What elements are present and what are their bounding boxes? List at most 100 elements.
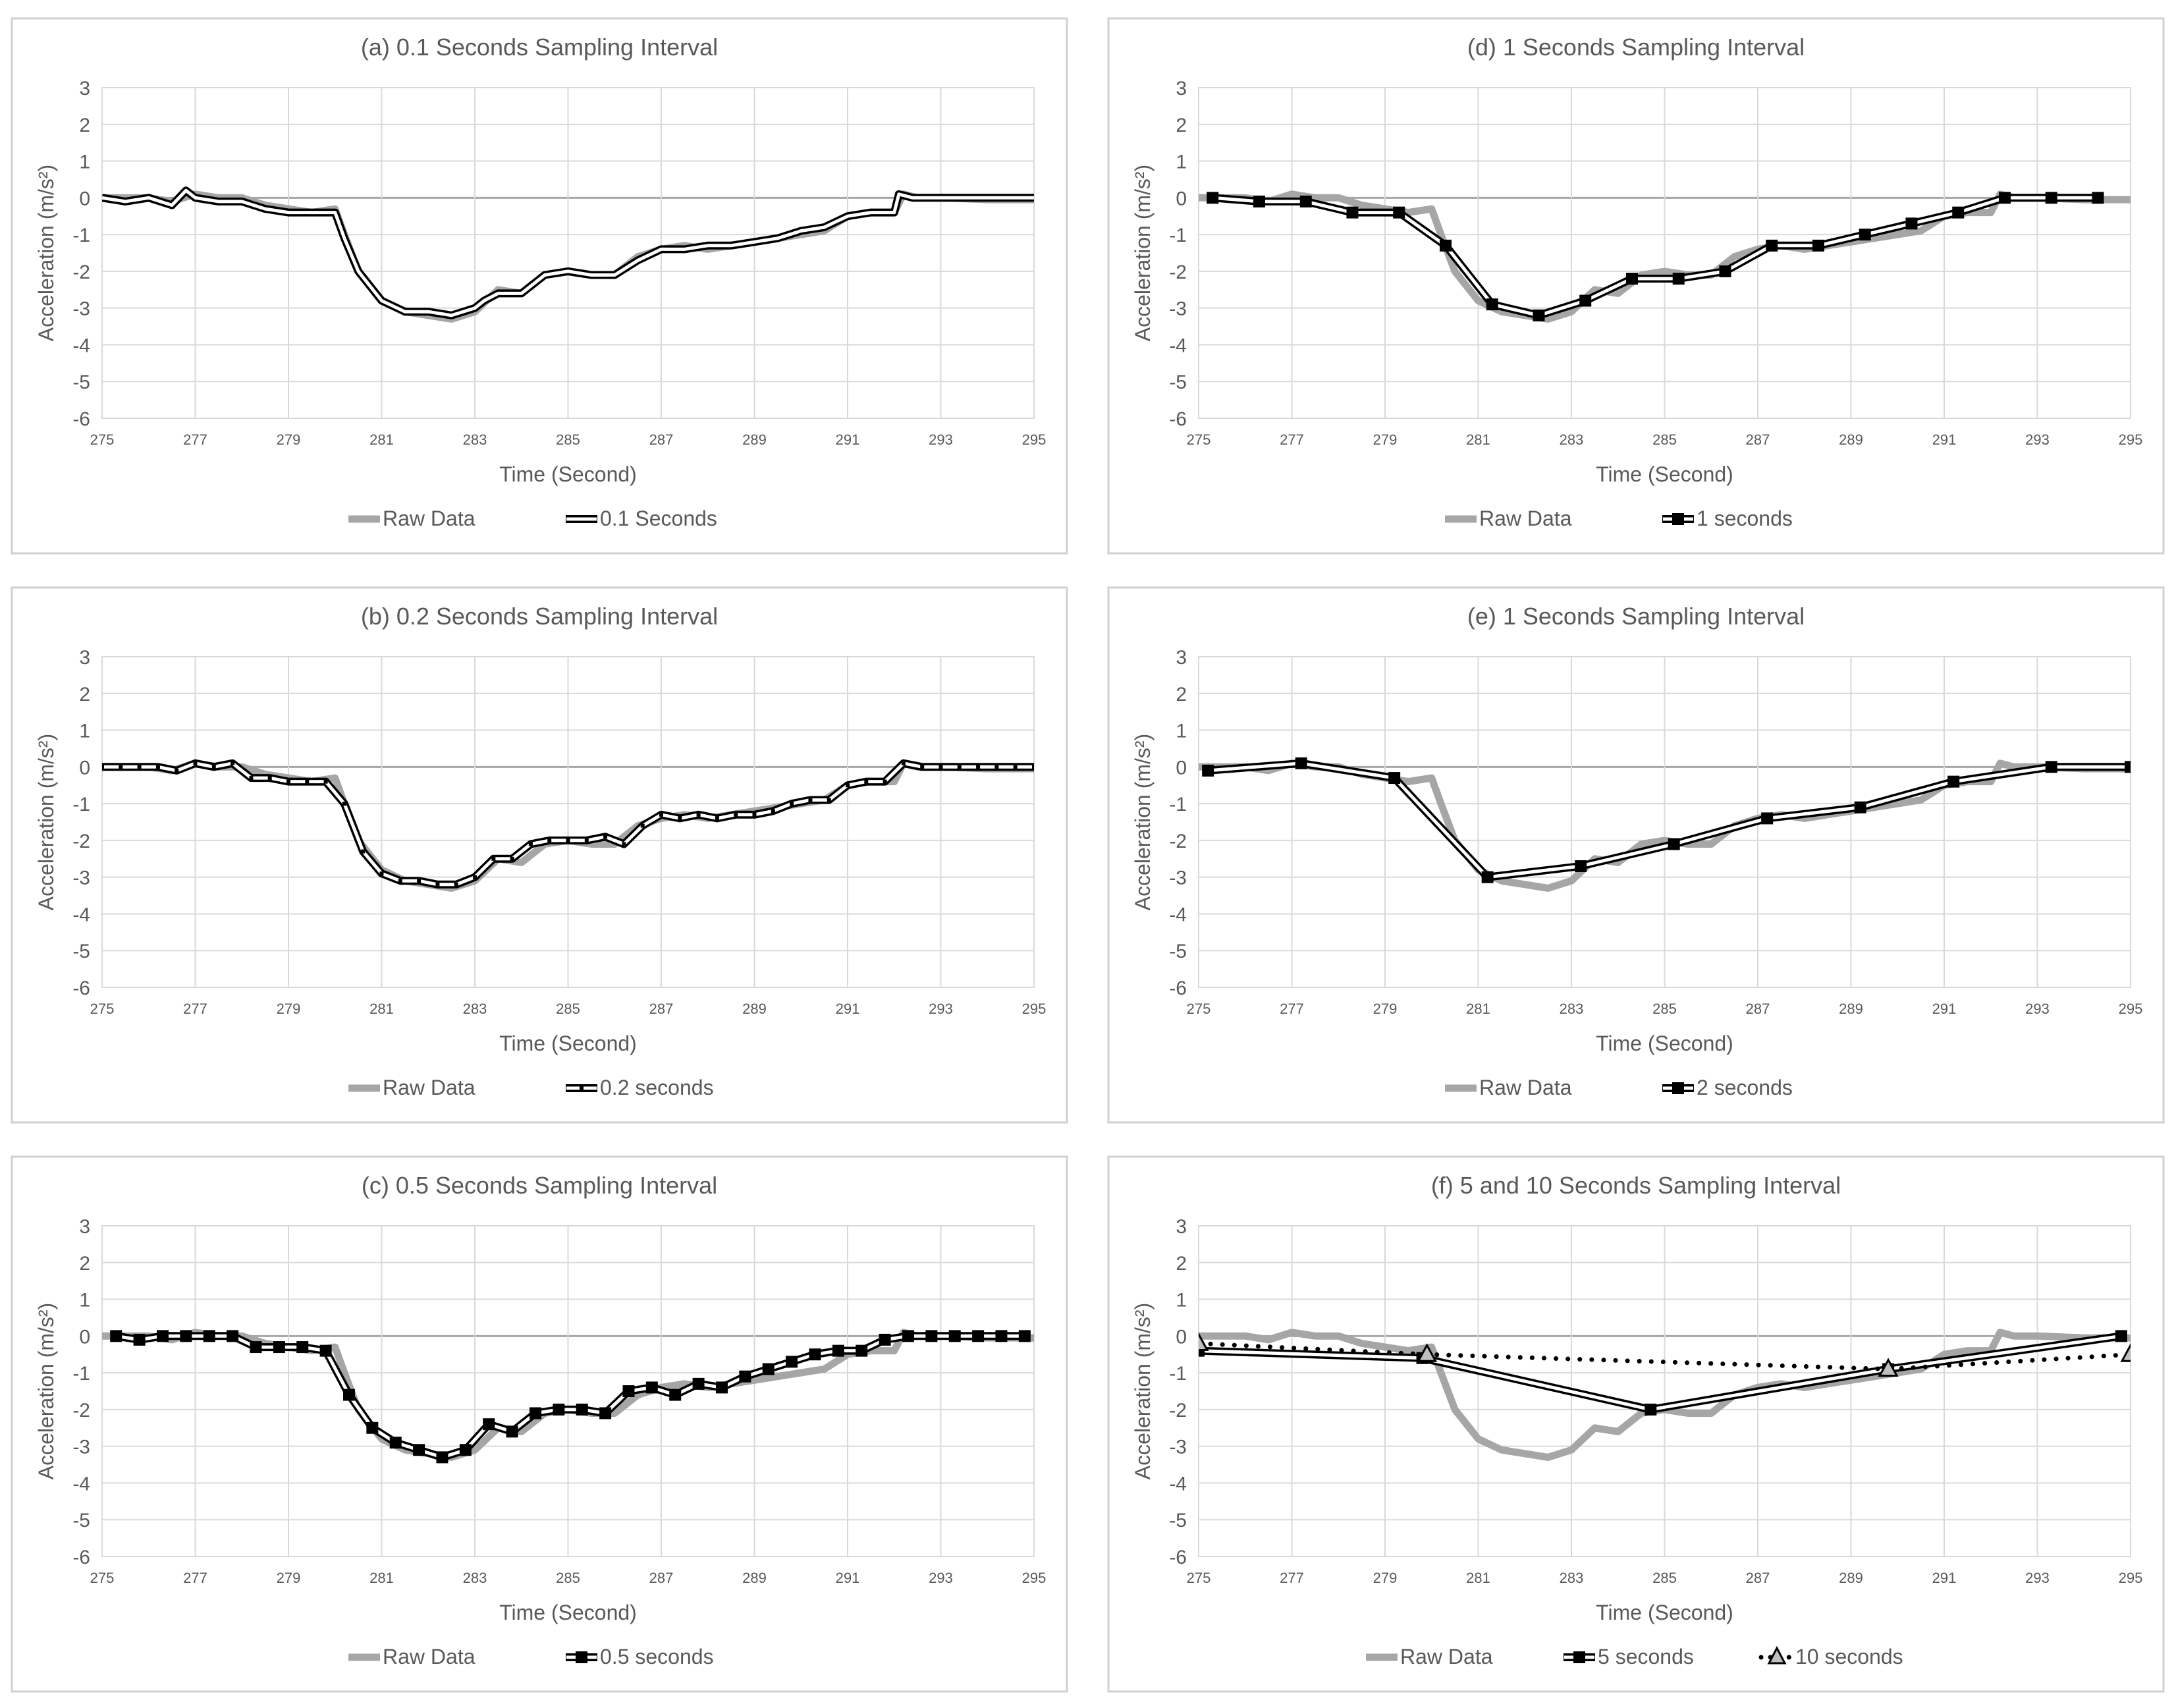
series-0-1-seconds-line xyxy=(102,188,1034,317)
series-1-seconds-point xyxy=(1998,192,2011,204)
series-0-2-seconds-point xyxy=(528,842,533,846)
series-10-seconds-point xyxy=(1417,1343,1438,1362)
legend-item: 1 seconds xyxy=(1662,507,1793,530)
series-1-seconds-point xyxy=(2092,192,2104,204)
series-0-2-seconds-point xyxy=(193,761,198,765)
y-tick-label: -6 xyxy=(1169,978,1187,999)
series-0-5-seconds-point xyxy=(413,1444,425,1456)
x-tick-label: 293 xyxy=(929,1001,953,1017)
x-tick-label: 275 xyxy=(1187,1570,1211,1586)
y-tick-label: -2 xyxy=(72,1400,90,1421)
x-tick-label: 277 xyxy=(1280,1001,1304,1017)
series-0-2-seconds-point xyxy=(901,761,906,765)
panel-border xyxy=(1107,17,2165,555)
series-0-5-seconds-point xyxy=(786,1356,798,1368)
y-tick-label: -4 xyxy=(72,1473,90,1495)
x-tick-label: 279 xyxy=(1373,1001,1398,1017)
y-tick-label: 0 xyxy=(79,1326,90,1348)
y-tick-label: -1 xyxy=(1169,225,1187,246)
x-tick-label: 281 xyxy=(369,431,394,448)
series-0-5-seconds-point xyxy=(692,1377,705,1390)
x-axis-label: Time (Second) xyxy=(499,1032,637,1055)
x-tick-label: 277 xyxy=(183,1570,207,1586)
x-tick-label: 293 xyxy=(2025,431,2050,448)
y-tick-label: 0 xyxy=(79,188,90,209)
series-0-2-seconds-point xyxy=(417,879,422,883)
series-1-seconds-point xyxy=(1672,273,1685,285)
chart-title: (c) 0.5 Seconds Sampling Interval xyxy=(362,1172,717,1199)
series-0-2-seconds-point xyxy=(957,765,962,769)
series-2-seconds-point xyxy=(1481,871,1494,883)
y-tick-label: 2 xyxy=(79,1253,90,1275)
chart-title: (d) 1 Seconds Sampling Interval xyxy=(1467,34,1805,61)
series-0-2-seconds-point xyxy=(994,765,999,769)
y-tick-label: 3 xyxy=(1176,647,1187,669)
y-tick-label: -4 xyxy=(1169,904,1187,925)
legend-item: 10 seconds xyxy=(1758,1645,1903,1668)
x-axis-label: Time (Second) xyxy=(1596,1601,1733,1624)
x-tick-label: 287 xyxy=(1746,431,1770,448)
chart-title: (e) 1 Seconds Sampling Interval xyxy=(1467,603,1805,630)
legend-label: 0.5 seconds xyxy=(600,1645,714,1668)
x-axis-label: Time (Second) xyxy=(1596,1032,1733,1055)
series-0-5-seconds-point xyxy=(762,1363,775,1375)
x-tick-label: 291 xyxy=(836,1570,860,1586)
x-tick-label: 281 xyxy=(1466,431,1490,448)
legend-label: 0.2 seconds xyxy=(600,1076,714,1099)
series-0-5-seconds-point xyxy=(1018,1330,1031,1342)
series-0-5-seconds-point xyxy=(879,1333,891,1346)
x-tick-label: 295 xyxy=(2119,431,2143,448)
y-tick-label: -5 xyxy=(1169,372,1187,393)
y-tick-label: -5 xyxy=(1169,1510,1187,1531)
series-10-seconds-line xyxy=(1199,1341,2131,1372)
x-axis-label: Time (Second) xyxy=(499,462,637,486)
x-tick-label: 295 xyxy=(1022,431,1047,448)
x-tick-label: 283 xyxy=(1560,1570,1584,1586)
series-0-5-seconds-point xyxy=(389,1437,402,1449)
series-0-2-seconds-point xyxy=(398,879,402,883)
y-axis-label: Acceleration (m/s²) xyxy=(34,165,58,342)
series-0-2-seconds-point xyxy=(211,765,216,769)
series-0-5-seconds-point xyxy=(459,1444,472,1456)
chart-panel-f: (f) 5 and 10 Seconds Sampling Interval 3 2… xyxy=(1107,1155,2165,1693)
series-0-5-seconds-point xyxy=(925,1330,938,1342)
y-tick-label: -3 xyxy=(1169,298,1187,320)
x-tick-label: 279 xyxy=(277,431,301,448)
y-tick-label: -4 xyxy=(1169,335,1187,356)
plot-area xyxy=(1198,656,2131,988)
series-0-2-seconds-point xyxy=(659,812,663,817)
series-0-5-seconds-point xyxy=(645,1381,658,1394)
series-1-seconds-point xyxy=(1766,239,1778,252)
series-0-5-seconds-point xyxy=(203,1330,215,1342)
x-tick-label: 293 xyxy=(2025,1570,2050,1586)
series-0-5-seconds-point xyxy=(250,1341,262,1354)
series-0-5-seconds-point xyxy=(832,1344,844,1357)
series-2-seconds-point xyxy=(1295,757,1307,769)
series-1-seconds-point xyxy=(2045,192,2057,204)
x-axis-label: Time (Second) xyxy=(499,1601,637,1624)
series-1-seconds-point xyxy=(1812,239,1824,252)
series-2-seconds-point xyxy=(1575,860,1587,872)
y-tick-label: 1 xyxy=(1176,152,1187,173)
y-tick-label: 1 xyxy=(79,721,90,742)
series-0-5-seconds-point xyxy=(599,1407,612,1419)
x-tick-label: 281 xyxy=(369,1570,394,1586)
x-tick-label: 287 xyxy=(649,1001,674,1017)
legend-label: Raw Data xyxy=(1400,1645,1493,1668)
series-0-5-seconds-point xyxy=(110,1330,122,1342)
series-0-2-seconds-point xyxy=(231,761,235,765)
series-0-2-seconds-point xyxy=(286,779,290,784)
series-0-5-seconds-point xyxy=(669,1389,682,1401)
y-tick-label: 2 xyxy=(79,115,90,136)
series-0-5-seconds-point xyxy=(739,1370,751,1383)
series-1-seconds-point xyxy=(1253,195,1265,207)
x-tick-label: 291 xyxy=(1932,1001,1957,1017)
series-1-seconds-point xyxy=(1905,217,1918,230)
legend-item: Raw Data xyxy=(348,1645,476,1668)
y-tick-label: -3 xyxy=(72,1437,90,1458)
plot-series xyxy=(102,759,1034,892)
series-0-5-seconds-point xyxy=(319,1344,332,1357)
series-0-2-seconds-point xyxy=(249,776,254,781)
panel-border xyxy=(11,17,1068,555)
x-tick-label: 285 xyxy=(556,1570,580,1586)
